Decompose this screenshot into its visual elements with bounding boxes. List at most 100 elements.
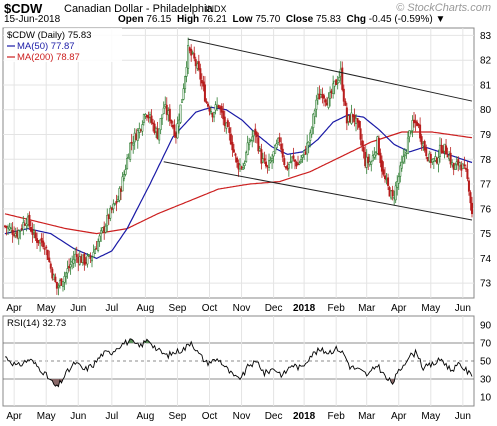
price-y-tick-label: 82 <box>480 56 492 67</box>
candle-body <box>361 140 364 146</box>
candle-body <box>110 207 113 211</box>
candle-body <box>22 222 25 230</box>
candle-body <box>197 61 200 70</box>
candle-body <box>219 106 222 109</box>
candle-body <box>396 181 399 188</box>
candle-body <box>5 225 8 229</box>
candle-body <box>264 161 267 167</box>
candle-body <box>184 76 187 90</box>
candle-body <box>152 122 155 125</box>
candle-body <box>4 225 7 227</box>
low-label: Low <box>232 14 253 25</box>
candle-body <box>112 203 115 209</box>
candle-body <box>200 79 203 84</box>
candle-body <box>283 158 286 166</box>
candle-body <box>138 128 141 133</box>
candle-body <box>470 202 473 215</box>
candle-body <box>307 141 310 146</box>
candle-body <box>136 130 139 141</box>
candle-body <box>58 280 61 286</box>
candle-body <box>211 112 214 118</box>
rsi-panel: 10 30 50 70 90 RSI(14) 32.73 <box>2 315 492 407</box>
candle-body <box>23 223 26 226</box>
candle-body <box>384 175 387 179</box>
candle-body <box>94 249 97 254</box>
candle-body <box>355 117 358 124</box>
candle-body <box>350 112 353 124</box>
price-x-tick-label: Jun <box>70 303 86 314</box>
candle-body <box>167 110 170 116</box>
stockcharts-logo[interactable]: © StockCharts.com <box>396 2 491 14</box>
candle-body <box>255 132 258 138</box>
rsi-y-tick-label: 10 <box>480 393 492 404</box>
candle-body <box>423 141 426 151</box>
candle-body <box>379 152 382 164</box>
chg-label: Chg <box>346 14 366 25</box>
candle-body <box>275 143 278 148</box>
candle-body <box>132 142 135 146</box>
candle-body <box>182 88 185 100</box>
candle-body <box>231 141 234 151</box>
candle-body <box>83 253 86 265</box>
candle-body <box>290 156 293 162</box>
candle-body <box>245 152 248 163</box>
candle-body <box>234 153 237 156</box>
candle-body <box>316 93 319 99</box>
candle-body <box>295 161 298 167</box>
candle-body <box>101 227 104 232</box>
candle-body <box>445 145 448 155</box>
rsi-legend: RSI(14) 32.73 <box>7 318 66 329</box>
candle-body <box>185 67 188 77</box>
candle-body <box>97 241 100 251</box>
candle-body <box>205 101 208 103</box>
candle-body <box>34 232 37 239</box>
candle-body <box>16 230 19 238</box>
candle-body <box>298 162 301 165</box>
rsi-x-tick-label: Jun <box>70 411 86 422</box>
price-y-tick-label: 78 <box>480 155 492 166</box>
candle-body <box>210 111 213 114</box>
candle-body <box>408 130 411 138</box>
candle-body <box>32 230 35 234</box>
exchange: INDX <box>205 4 227 14</box>
candle-body <box>242 167 245 170</box>
candle-body <box>187 44 190 69</box>
price-x-tick-label: Oct <box>202 303 218 314</box>
candle-body <box>29 227 32 232</box>
rsi-y-tick-label: 90 <box>480 321 492 332</box>
ma50-path <box>4 106 473 260</box>
candle-body <box>402 156 405 163</box>
candle-body <box>216 104 219 107</box>
candle-body <box>467 180 470 192</box>
candle-body <box>7 226 10 229</box>
rsi-x-tick-label: 2018 <box>293 411 316 422</box>
candle-body <box>225 122 228 129</box>
chg-value: -0.45 (-0.59%) <box>368 14 433 25</box>
candle-body <box>71 260 74 263</box>
candle-body <box>55 281 58 289</box>
candle-body <box>266 165 269 168</box>
price-x-tick-label: Jun <box>455 303 471 314</box>
candle-body <box>54 276 57 283</box>
candle-body <box>304 151 307 155</box>
quote-summary: Open 76.15 High 76.21 Low 75.70 Close 75… <box>118 14 445 25</box>
candle-body <box>370 161 373 165</box>
price-y-tick-label: 74 <box>480 254 492 265</box>
candle-body <box>246 142 249 155</box>
candle-body <box>203 84 206 102</box>
candle-body <box>60 278 63 286</box>
candle-body <box>454 164 457 170</box>
candle-body <box>223 116 226 127</box>
candle-body <box>327 97 330 108</box>
price-x-tick-label: Aug <box>137 303 155 314</box>
candle-body <box>156 128 159 140</box>
close-label: Close <box>285 14 314 25</box>
candle-body <box>66 268 69 274</box>
candle-body <box>287 164 290 169</box>
candle-body <box>26 216 29 225</box>
candle-body <box>118 188 121 201</box>
candle-body <box>92 251 95 257</box>
legend-price: $CDW (Daily) 75.83 <box>7 30 91 41</box>
candle-body <box>194 59 197 67</box>
candle-body <box>141 124 144 132</box>
